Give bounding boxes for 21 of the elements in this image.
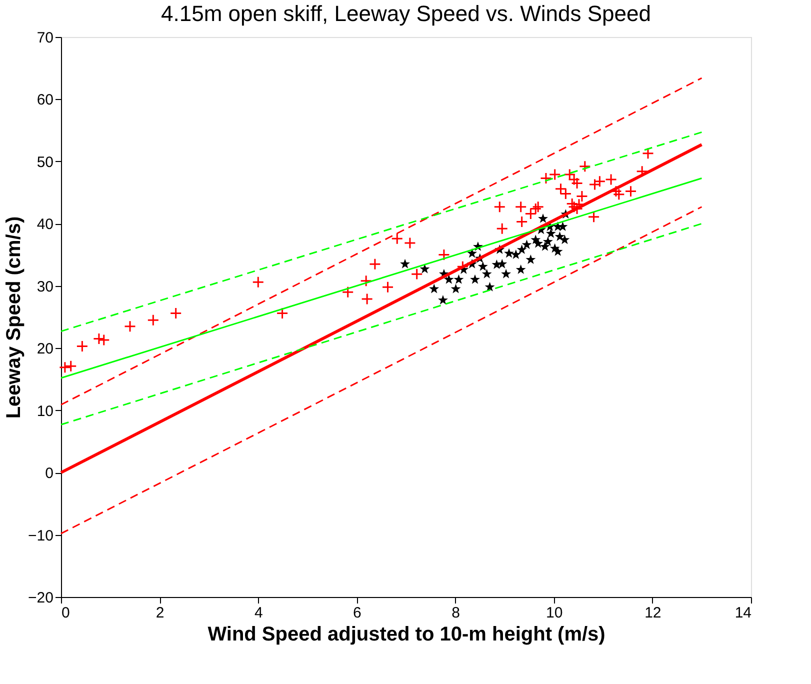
y-tick-label: 10: [36, 402, 54, 420]
y-axis-title: Leeway Speed (cm/s): [3, 216, 26, 419]
y-tick-label: 40: [36, 216, 54, 234]
x-tick-label: 8: [452, 604, 460, 622]
x-tick-label: 12: [644, 604, 662, 622]
y-tick-label: −20: [28, 590, 54, 606]
y-tick-label: 70: [36, 30, 54, 46]
x-tick-label: 6: [353, 604, 362, 622]
x-tick-label: 4: [254, 604, 263, 622]
x-tick-label: 10: [546, 604, 563, 622]
y-tick-label: 50: [36, 154, 54, 171]
x-tick-label: 2: [156, 604, 164, 622]
y-tick-label: 30: [36, 278, 54, 296]
chart-title: 4.15m open skiff, Leeway Speed vs. Winds Speed: [161, 1, 651, 26]
x-axis-title: Wind Speed adjusted to 10-m height (m/s): [208, 624, 606, 646]
x-tick-label: 14: [734, 604, 752, 622]
y-tick-label: 20: [36, 340, 54, 358]
y-tick-label: 60: [36, 92, 54, 109]
y-tick-label: 0: [45, 465, 54, 482]
y-tick-label: −10: [28, 527, 54, 544]
x-tick-label: 0: [62, 604, 70, 622]
